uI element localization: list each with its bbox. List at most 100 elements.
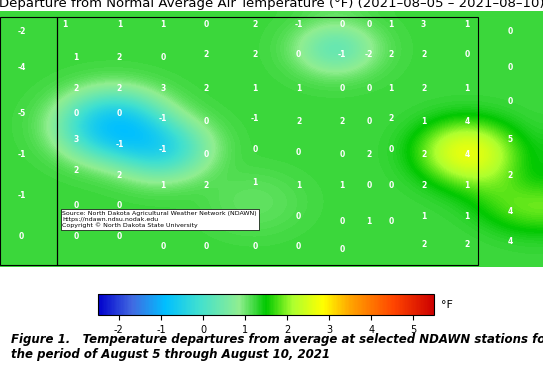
Text: -2: -2 (365, 50, 374, 60)
Text: 4: 4 (252, 212, 258, 221)
Text: 2: 2 (73, 84, 79, 93)
Text: -2: -2 (17, 28, 26, 36)
Text: 0: 0 (367, 20, 372, 29)
Text: 1: 1 (464, 181, 470, 190)
Text: 2: 2 (388, 115, 394, 123)
Text: 0: 0 (339, 217, 345, 226)
Text: 0: 0 (339, 20, 345, 29)
Text: -1: -1 (17, 191, 26, 200)
Text: 0: 0 (296, 148, 301, 157)
Text: 2: 2 (204, 212, 209, 221)
Text: 1: 1 (73, 53, 79, 62)
Text: 2: 2 (508, 171, 513, 180)
Text: 4: 4 (508, 207, 513, 215)
Text: 0: 0 (296, 243, 301, 251)
Text: 1: 1 (117, 20, 122, 29)
Text: 0: 0 (339, 245, 345, 254)
Text: 0: 0 (204, 150, 209, 159)
Text: 2: 2 (421, 50, 426, 60)
Text: 0: 0 (73, 201, 79, 210)
Text: 2: 2 (117, 171, 122, 180)
Text: 0: 0 (508, 28, 513, 36)
Text: 1: 1 (160, 181, 166, 190)
Text: 0: 0 (160, 243, 166, 251)
Text: 0: 0 (252, 145, 258, 154)
Text: 2: 2 (367, 150, 372, 159)
Text: 2: 2 (464, 240, 470, 249)
Text: 3: 3 (160, 84, 166, 93)
Text: 0: 0 (296, 212, 301, 221)
Text: 0: 0 (367, 181, 372, 190)
Text: 2: 2 (204, 50, 209, 60)
Text: 1: 1 (160, 20, 166, 29)
Text: Source: North Dakota Agricultural Weather Network (NDAWN)
https://ndawn.ndsu.nod: Source: North Dakota Agricultural Weathe… (62, 211, 257, 228)
Text: 1: 1 (367, 217, 372, 226)
Text: 0: 0 (204, 117, 209, 126)
Text: 1: 1 (421, 212, 426, 221)
Text: 0: 0 (388, 145, 394, 154)
Text: 2: 2 (117, 84, 122, 93)
Text: 2: 2 (204, 84, 209, 93)
Text: Figure 1.   Temperature departures from average at selected NDAWN stations for
t: Figure 1. Temperature departures from av… (11, 333, 543, 361)
Text: 0: 0 (508, 97, 513, 105)
Text: 2: 2 (117, 53, 122, 62)
Text: 1: 1 (421, 117, 426, 126)
Text: 0: 0 (508, 63, 513, 72)
Text: 0: 0 (204, 20, 209, 29)
Text: 2: 2 (339, 117, 345, 126)
Text: 1: 1 (464, 20, 470, 29)
Text: 2: 2 (421, 84, 426, 93)
Text: 3: 3 (421, 20, 426, 29)
Title: Departure from Normal Average Air Temperature (°F) (2021–08–05 – 2021–08–10): Departure from Normal Average Air Temper… (0, 0, 543, 10)
Text: 1: 1 (252, 84, 258, 93)
Text: 0: 0 (339, 84, 345, 93)
Text: 0: 0 (388, 181, 394, 190)
Text: 0: 0 (19, 232, 24, 241)
Text: 2: 2 (421, 181, 426, 190)
Text: °F: °F (441, 299, 453, 310)
Text: 5: 5 (508, 135, 513, 144)
Text: 4: 4 (508, 237, 513, 246)
Text: -1: -1 (251, 115, 260, 123)
Text: -1: -1 (115, 140, 124, 149)
Text: 4: 4 (464, 150, 470, 159)
Text: 2: 2 (421, 240, 426, 249)
Text: -1: -1 (17, 150, 26, 159)
Text: 0: 0 (204, 243, 209, 251)
Text: 0: 0 (117, 109, 122, 118)
Text: 1: 1 (252, 178, 258, 188)
Text: 4: 4 (464, 117, 470, 126)
Text: 1: 1 (388, 84, 394, 93)
Text: 0: 0 (464, 50, 470, 60)
Text: 3: 3 (73, 135, 79, 144)
Text: 2: 2 (204, 181, 209, 190)
Text: 1: 1 (296, 84, 301, 93)
Text: 2: 2 (388, 50, 394, 60)
Text: 0: 0 (73, 232, 79, 241)
Text: 0: 0 (339, 150, 345, 159)
Text: -5: -5 (17, 109, 26, 118)
Text: 0: 0 (160, 53, 166, 62)
Text: 1: 1 (464, 212, 470, 221)
Text: 2: 2 (252, 20, 258, 29)
Text: 1: 1 (62, 20, 68, 29)
Text: 0: 0 (388, 217, 394, 226)
Text: 1: 1 (464, 84, 470, 93)
Text: -1: -1 (159, 115, 167, 123)
Text: 2: 2 (421, 150, 426, 159)
Text: 1: 1 (339, 181, 345, 190)
Text: -1: -1 (294, 20, 303, 29)
Text: 0: 0 (73, 109, 79, 118)
Text: 1: 1 (388, 20, 394, 29)
Text: 0: 0 (252, 243, 258, 251)
Text: -1: -1 (338, 50, 346, 60)
Text: -4: -4 (17, 63, 26, 72)
Text: 0: 0 (296, 50, 301, 60)
Text: 0: 0 (117, 201, 122, 210)
Text: 1: 1 (160, 212, 166, 221)
Text: 0: 0 (117, 232, 122, 241)
Text: 2: 2 (296, 117, 301, 126)
Text: 2: 2 (73, 166, 79, 175)
Text: 1: 1 (296, 181, 301, 190)
Text: 2: 2 (252, 50, 258, 60)
